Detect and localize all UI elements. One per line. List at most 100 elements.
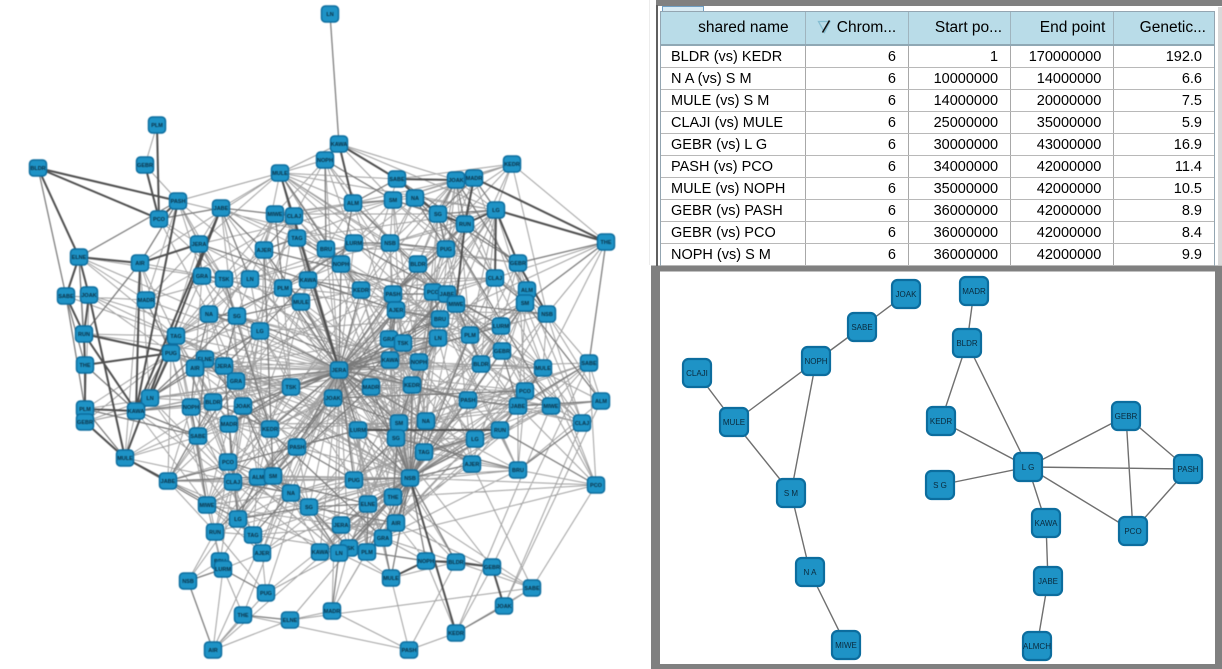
svg-text:ALM: ALM bbox=[252, 475, 264, 481]
svg-text:JOAK: JOAK bbox=[81, 293, 96, 299]
svg-text:NA: NA bbox=[411, 196, 419, 202]
svg-text:JOAK: JOAK bbox=[448, 178, 463, 184]
svg-text:PLM: PLM bbox=[151, 123, 163, 129]
svg-text:N A: N A bbox=[804, 568, 818, 577]
svg-text:MADR: MADR bbox=[221, 422, 238, 428]
svg-text:BLDR: BLDR bbox=[956, 339, 978, 348]
svg-text:AIR: AIR bbox=[208, 648, 218, 654]
svg-text:LN: LN bbox=[434, 336, 441, 342]
svg-text:TAG: TAG bbox=[170, 334, 181, 340]
svg-text:GEBR: GEBR bbox=[510, 261, 526, 267]
svg-text:KAWA: KAWA bbox=[312, 550, 329, 556]
svg-text:MADR: MADR bbox=[324, 609, 341, 615]
svg-text:KEDR: KEDR bbox=[353, 288, 369, 294]
svg-text:SM: SM bbox=[395, 421, 404, 427]
svg-text:JERA: JERA bbox=[217, 364, 232, 370]
svg-text:TAG: TAG bbox=[418, 450, 429, 456]
svg-text:JABE: JABE bbox=[161, 479, 176, 485]
svg-text:THE: THE bbox=[80, 363, 91, 369]
svg-text:GRA: GRA bbox=[377, 536, 389, 542]
svg-text:AJER: AJER bbox=[465, 462, 480, 468]
svg-text:BLDR: BLDR bbox=[30, 166, 45, 172]
svg-text:NA: NA bbox=[205, 312, 213, 318]
svg-text:LURM: LURM bbox=[346, 241, 362, 247]
svg-text:RUN: RUN bbox=[494, 428, 506, 434]
svg-text:TSK: TSK bbox=[398, 341, 409, 347]
svg-text:KAWA: KAWA bbox=[300, 278, 317, 284]
svg-text:THE: THE bbox=[238, 613, 249, 619]
svg-text:JERA: JERA bbox=[332, 368, 347, 374]
svg-text:MULE: MULE bbox=[293, 300, 309, 306]
svg-text:SG: SG bbox=[434, 212, 442, 218]
svg-text:CLAJ: CLAJ bbox=[226, 480, 240, 486]
svg-text:S M: S M bbox=[784, 489, 799, 498]
svg-text:PLM: PLM bbox=[464, 333, 476, 339]
svg-text:SM: SM bbox=[269, 474, 278, 480]
svg-text:NSB: NSB bbox=[384, 241, 396, 247]
svg-text:MADR: MADR bbox=[363, 385, 380, 391]
svg-text:LN: LN bbox=[335, 551, 342, 557]
svg-text:PASH: PASH bbox=[1177, 465, 1198, 474]
svg-text:ELNE: ELNE bbox=[198, 357, 213, 363]
svg-text:BLDR: BLDR bbox=[473, 362, 488, 368]
svg-text:NOPH: NOPH bbox=[411, 360, 427, 366]
svg-text:PUG: PUG bbox=[348, 478, 360, 484]
svg-text:BRU: BRU bbox=[320, 247, 332, 253]
svg-text:GRA: GRA bbox=[230, 379, 242, 385]
svg-text:NA: NA bbox=[287, 491, 295, 497]
svg-text:GEBR: GEBR bbox=[77, 420, 93, 426]
svg-text:CLAJI: CLAJI bbox=[686, 369, 708, 378]
svg-text:KEDR: KEDR bbox=[504, 162, 520, 168]
svg-text:ALM: ALM bbox=[595, 399, 607, 405]
svg-text:MULE: MULE bbox=[272, 171, 288, 177]
svg-text:KAWA: KAWA bbox=[1035, 519, 1059, 528]
svg-text:TSK: TSK bbox=[344, 546, 355, 552]
svg-text:MIWE: MIWE bbox=[835, 641, 857, 650]
svg-text:RUN: RUN bbox=[459, 222, 471, 228]
svg-text:SM: SM bbox=[521, 301, 530, 307]
svg-text:PUG: PUG bbox=[440, 247, 452, 253]
svg-text:PLM: PLM bbox=[79, 407, 91, 413]
svg-text:PCO: PCO bbox=[519, 389, 532, 395]
svg-text:KEDR: KEDR bbox=[930, 417, 952, 426]
svg-text:JOAK: JOAK bbox=[235, 404, 250, 410]
svg-text:MULE: MULE bbox=[383, 576, 399, 582]
svg-text:MIWE: MIWE bbox=[544, 404, 559, 410]
svg-text:PCO: PCO bbox=[1124, 527, 1141, 536]
svg-text:JOAK: JOAK bbox=[496, 604, 511, 610]
svg-text:NSB: NSB bbox=[404, 476, 416, 482]
svg-text:AIR: AIR bbox=[135, 261, 145, 267]
svg-text:RUN: RUN bbox=[78, 332, 90, 338]
svg-text:SABE: SABE bbox=[851, 323, 872, 332]
svg-text:MIWE: MIWE bbox=[449, 302, 464, 308]
svg-text:LG: LG bbox=[256, 329, 264, 335]
svg-text:TAG: TAG bbox=[291, 236, 302, 242]
svg-text:THE: THE bbox=[388, 495, 399, 501]
svg-text:GRA: GRA bbox=[383, 337, 395, 343]
svg-text:LN: LN bbox=[246, 277, 253, 283]
svg-text:SG: SG bbox=[305, 505, 313, 511]
svg-text:LG: LG bbox=[234, 517, 242, 523]
svg-text:SABE: SABE bbox=[58, 294, 74, 300]
svg-text:PCO: PCO bbox=[427, 290, 440, 296]
svg-text:MULE: MULE bbox=[535, 366, 551, 372]
svg-text:JOAK: JOAK bbox=[325, 396, 340, 402]
svg-text:NOPH: NOPH bbox=[333, 262, 349, 268]
svg-text:KAWA: KAWA bbox=[382, 358, 399, 364]
svg-text:MIWE: MIWE bbox=[268, 212, 283, 218]
svg-text:PCO: PCO bbox=[590, 483, 603, 489]
svg-text:KEDR: KEDR bbox=[404, 383, 420, 389]
svg-text:BRU: BRU bbox=[434, 317, 446, 323]
svg-text:MADR: MADR bbox=[466, 176, 483, 182]
svg-text:PLM: PLM bbox=[361, 550, 373, 556]
svg-text:JERA: JERA bbox=[334, 523, 349, 529]
svg-text:GRA: GRA bbox=[196, 274, 208, 280]
svg-text:PASH: PASH bbox=[402, 648, 417, 654]
svg-text:LG: LG bbox=[492, 208, 500, 214]
svg-text:S G: S G bbox=[933, 481, 947, 490]
svg-text:PASH: PASH bbox=[290, 445, 305, 451]
svg-text:LN: LN bbox=[326, 12, 333, 18]
svg-text:NSB: NSB bbox=[182, 579, 194, 585]
svg-text:L G: L G bbox=[1022, 463, 1035, 472]
svg-text:NA: NA bbox=[422, 419, 430, 425]
